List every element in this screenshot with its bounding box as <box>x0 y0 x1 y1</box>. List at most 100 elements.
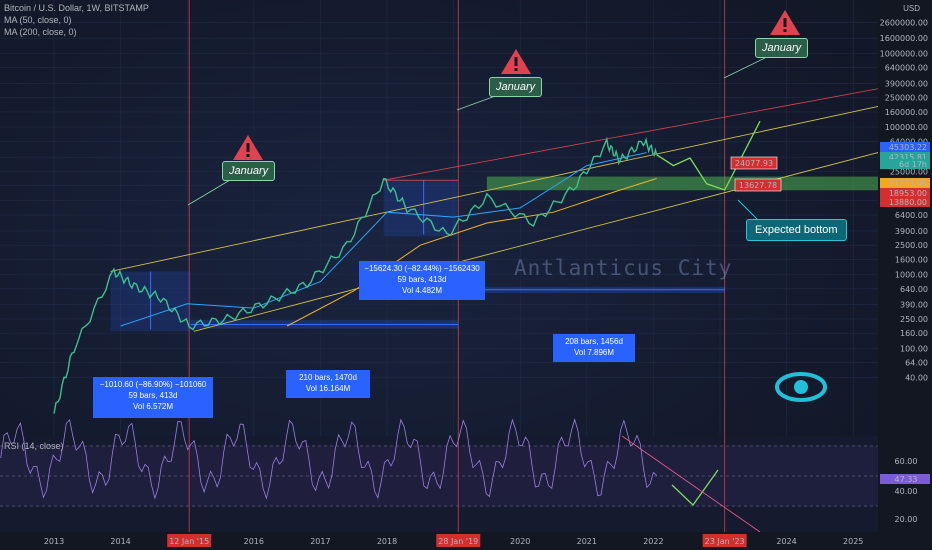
time-tick: 2025 <box>843 537 863 546</box>
price-tag: 13880.00 <box>880 197 930 207</box>
time-tick: 2016 <box>244 537 264 546</box>
time-tick: 2024 <box>776 537 796 546</box>
cycle-stats-1: 210 bars, 1470d Vol 16.164M <box>286 370 370 398</box>
rsi-trend-line <box>621 435 761 533</box>
drawdown-2-change: −15624.30 (−82.44%) −1562430 <box>364 264 480 273</box>
drawdown-1-bars: 59 bars, 413d <box>128 391 178 400</box>
upper-channel-line <box>110 106 879 272</box>
time-tick-label: 2022 <box>643 537 663 546</box>
january-callout-2: January <box>489 77 543 97</box>
price-scale-label: 3900.00 <box>895 227 928 236</box>
warning-mark <box>246 143 250 152</box>
warning-dot <box>246 154 250 157</box>
time-tick-label: 12 Jan '15 <box>169 537 209 546</box>
price-scale-label: 250000.00 <box>885 94 928 103</box>
price-tag-text: 21273.06 <box>889 179 927 188</box>
warning-mark <box>514 57 518 66</box>
price-scale-bg <box>878 0 932 550</box>
rsi-value-tag: 47.33 <box>880 474 930 484</box>
time-tick: 2013 <box>44 537 64 546</box>
drawdown-2-bars: 59 bars, 413d <box>397 275 447 284</box>
price-scale-label: 1000.00 <box>895 271 928 280</box>
time-tick-label: 2018 <box>377 537 397 546</box>
support-zone <box>486 176 878 191</box>
price-tag: 6d 17h <box>880 159 930 169</box>
rsi-panel <box>0 436 878 532</box>
january-callout-3: January <box>755 38 809 58</box>
price-tag-text: 45303.22 <box>889 143 927 152</box>
warning-mark <box>783 18 787 27</box>
time-tick-highlight <box>167 534 212 547</box>
rsi-scale-label: 60.00 <box>895 457 918 466</box>
warning-dot <box>783 29 787 32</box>
projected-path <box>656 120 761 191</box>
time-tick: 2020 <box>510 537 530 546</box>
price-scale-label: 2600000.00 <box>880 19 928 28</box>
warning-dot <box>514 68 518 71</box>
eye-outline <box>775 372 827 402</box>
time-tick-label: 2021 <box>577 537 597 546</box>
time-tick-highlight <box>702 534 747 547</box>
time-tick-label: 23 Jan '23 <box>705 537 745 546</box>
target-price-2: 13627.78 <box>734 178 782 192</box>
price-scale-label: 1600000.00 <box>880 34 928 43</box>
time-tick-label: 2013 <box>44 537 64 546</box>
warning-icon <box>501 49 531 74</box>
expected-bottom-pointer <box>737 199 761 223</box>
warning-icon <box>233 135 263 160</box>
price-tag: 21273.06 <box>880 178 930 188</box>
price-tag-bg <box>880 188 930 198</box>
time-tick: 28 Jan '19 <box>436 534 481 547</box>
price-scale-label: 640.00 <box>900 285 928 294</box>
time-tick: 23 Jan '23 <box>702 534 747 547</box>
cycle-2-bars: 208 bars, 1456d <box>565 337 623 346</box>
cycle-1-bars: 210 bars, 1470d <box>299 373 357 382</box>
rsi-legend[interactable]: RSI (14, close) <box>4 441 64 451</box>
time-tick-label: 2017 <box>310 537 330 546</box>
ma200-legend[interactable]: MA (200, close, 0) <box>4 27 77 37</box>
time-tick-label: 2024 <box>776 537 796 546</box>
price-tag-text: 6d 17h <box>899 160 927 169</box>
warning-icon <box>770 10 800 35</box>
time-tick: 2014 <box>110 537 130 546</box>
rsi-tag-text: 47.33 <box>895 475 918 484</box>
target-price-2-bg <box>734 178 782 192</box>
expected-bottom-label: Expected bottom <box>746 219 847 241</box>
price-series <box>53 136 658 414</box>
price-tag-bg <box>880 142 930 152</box>
time-tick: 12 Jan '15 <box>167 534 212 547</box>
target-price-1-text: 24077.93 <box>735 159 773 168</box>
time-tick: 2022 <box>643 537 663 546</box>
price-scale-label: 1600.00 <box>895 255 928 264</box>
price-scale-label: 64.00 <box>905 359 928 368</box>
time-tick-label: 2020 <box>510 537 530 546</box>
price-tag-text: 42315.81 <box>889 153 927 162</box>
target-price-1: 24077.93 <box>730 156 778 170</box>
ma50-legend[interactable]: MA (50, close, 0) <box>4 15 72 25</box>
eye-pupil <box>794 380 808 394</box>
rsi-scale-label: 40.00 <box>895 487 918 496</box>
drawdown-stats-1: −1010.60 (−86.90%) −101060 59 bars, 413d… <box>93 377 213 418</box>
cycle-stats-2: 208 bars, 1456d Vol 7.896M <box>553 334 635 362</box>
drawdown-1-vol: Vol 6.572M <box>132 402 174 411</box>
price-scale-label: 1000000.00 <box>880 49 928 58</box>
price-scale-label: 40.00 <box>905 374 928 383</box>
price-tag-bg <box>880 159 930 169</box>
price-tag: 45303.22 <box>880 142 930 152</box>
time-tick-label: 2016 <box>244 537 264 546</box>
time-tick-label: 28 Jan '19 <box>438 537 478 546</box>
cycle-1-vol: Vol 16.164M <box>305 384 351 393</box>
rsi-line <box>0 418 657 500</box>
time-tick: 2017 <box>310 537 330 546</box>
callout-pointer-2 <box>456 94 499 111</box>
drawdown-1-change: −1010.60 (−86.90%) −101060 <box>99 380 207 389</box>
callout-pointer-3 <box>723 57 766 79</box>
currency-label: USD <box>903 4 920 13</box>
price-scale-label: 250.00 <box>900 315 928 324</box>
drawdown-stats-2: −15624.30 (−82.44%) −1562430 59 bars, 41… <box>359 261 485 300</box>
price-scale-label: 100000.00 <box>885 123 928 132</box>
time-tick-highlight <box>436 534 481 547</box>
price-scale-label: 25000.00 <box>890 167 928 176</box>
